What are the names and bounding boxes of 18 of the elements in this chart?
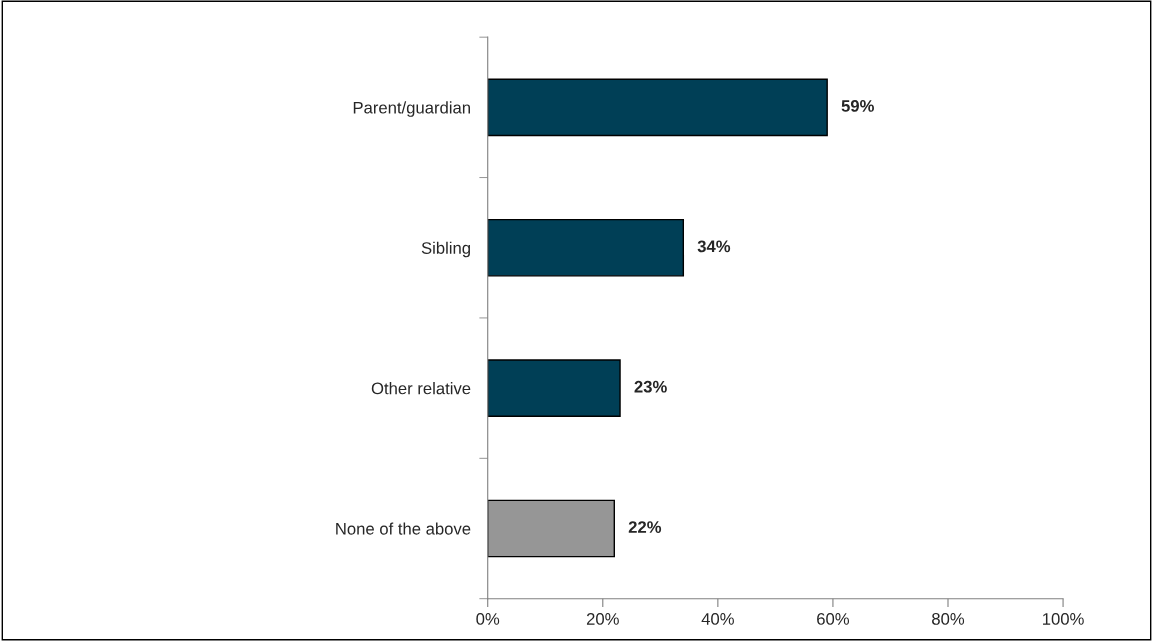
data-label: 34% [697, 240, 731, 253]
x-tick-label: 80% [932, 613, 965, 625]
y-tick-label: Sibling [421, 241, 470, 258]
bar [487, 78, 828, 137]
bar [487, 218, 685, 277]
x-tick-label: 20% [586, 613, 619, 625]
x-tick-label: 100% [1043, 613, 1084, 625]
y-tick-label: Parent/guardian [353, 101, 470, 117]
x-tick-label: 40% [701, 613, 734, 625]
data-label: 22% [628, 521, 662, 533]
y-tick-label: None of the above [336, 522, 471, 535]
x-tick-label: 0% [476, 613, 500, 625]
x-tick-label: 60% [817, 613, 850, 625]
data-label: 23% [634, 380, 667, 393]
bar [487, 359, 621, 417]
data-label: 59% [841, 100, 874, 112]
bar [487, 499, 615, 558]
y-tick-label: Other relative [371, 382, 471, 395]
